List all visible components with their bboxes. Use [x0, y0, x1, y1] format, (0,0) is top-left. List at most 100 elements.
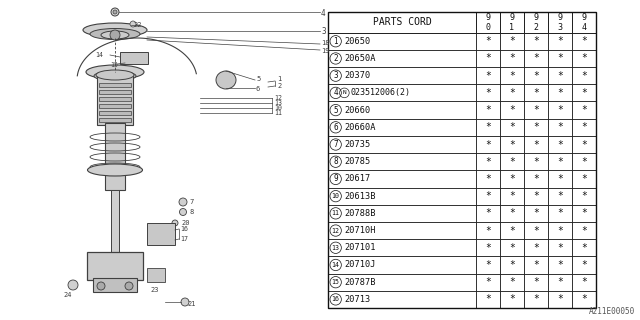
- Text: *: *: [509, 191, 515, 201]
- Bar: [572, 188, 596, 205]
- Bar: [328, 136, 476, 153]
- Text: *: *: [557, 243, 563, 253]
- Text: 20710J: 20710J: [344, 260, 376, 269]
- Bar: [328, 50, 476, 67]
- Bar: [500, 67, 524, 84]
- Circle shape: [111, 8, 119, 16]
- Bar: [524, 12, 548, 33]
- Ellipse shape: [90, 28, 140, 39]
- Text: *: *: [485, 140, 491, 149]
- Text: 9: 9: [333, 174, 338, 183]
- Text: *: *: [485, 36, 491, 46]
- Text: 12: 12: [332, 228, 340, 234]
- Text: *: *: [485, 105, 491, 115]
- Bar: [500, 239, 524, 256]
- Text: *: *: [485, 277, 491, 287]
- Text: *: *: [581, 277, 587, 287]
- Text: *: *: [485, 260, 491, 270]
- Bar: [548, 67, 572, 84]
- Text: *: *: [485, 174, 491, 184]
- Text: *: *: [533, 277, 539, 287]
- Text: *: *: [509, 71, 515, 81]
- Bar: [328, 153, 476, 170]
- Text: 20: 20: [181, 220, 189, 226]
- Text: *: *: [509, 260, 515, 270]
- Text: 20650A: 20650A: [344, 54, 376, 63]
- Text: *: *: [509, 140, 515, 149]
- Bar: [476, 274, 500, 291]
- Ellipse shape: [83, 23, 147, 37]
- Bar: [572, 256, 596, 274]
- Bar: [572, 239, 596, 256]
- Text: *: *: [557, 105, 563, 115]
- Bar: [328, 119, 476, 136]
- Text: *: *: [557, 88, 563, 98]
- Bar: [548, 291, 572, 308]
- Bar: [572, 222, 596, 239]
- Bar: [99, 97, 131, 101]
- Bar: [572, 33, 596, 50]
- Text: *: *: [533, 174, 539, 184]
- Bar: [328, 274, 476, 291]
- Text: 9
1: 9 1: [509, 12, 515, 32]
- Bar: [120, 52, 148, 64]
- Text: 18: 18: [321, 40, 330, 46]
- Text: 24: 24: [63, 292, 72, 298]
- Text: 8: 8: [189, 209, 193, 215]
- Text: *: *: [485, 191, 491, 201]
- Bar: [572, 291, 596, 308]
- Circle shape: [113, 10, 117, 14]
- Bar: [572, 50, 596, 67]
- Bar: [548, 274, 572, 291]
- Bar: [328, 33, 476, 50]
- Bar: [93, 278, 137, 292]
- Text: *: *: [557, 174, 563, 184]
- Circle shape: [68, 280, 78, 290]
- Bar: [500, 33, 524, 50]
- Text: *: *: [557, 71, 563, 81]
- Bar: [87, 252, 143, 280]
- Text: *: *: [581, 243, 587, 253]
- Text: *: *: [533, 88, 539, 98]
- Text: 20788B: 20788B: [344, 209, 376, 218]
- Bar: [524, 188, 548, 205]
- Text: *: *: [557, 294, 563, 304]
- Text: 20617: 20617: [344, 174, 371, 183]
- Text: *: *: [533, 71, 539, 81]
- Bar: [548, 205, 572, 222]
- Bar: [524, 170, 548, 188]
- Text: *: *: [485, 88, 491, 98]
- Bar: [548, 239, 572, 256]
- Text: 16: 16: [332, 296, 340, 302]
- Bar: [572, 153, 596, 170]
- Bar: [548, 119, 572, 136]
- Text: *: *: [509, 294, 515, 304]
- Bar: [476, 239, 500, 256]
- Text: 1: 1: [333, 37, 338, 46]
- Text: 20650: 20650: [344, 37, 371, 46]
- Bar: [476, 222, 500, 239]
- Text: *: *: [509, 36, 515, 46]
- Text: N: N: [342, 90, 346, 95]
- Bar: [548, 256, 572, 274]
- Text: *: *: [581, 294, 587, 304]
- Text: 20735: 20735: [344, 140, 371, 149]
- Bar: [476, 67, 500, 84]
- Text: 10: 10: [332, 193, 340, 199]
- Bar: [500, 256, 524, 274]
- Text: *: *: [533, 122, 539, 132]
- Text: *: *: [581, 208, 587, 218]
- Bar: [328, 101, 476, 119]
- Bar: [500, 84, 524, 101]
- Text: *: *: [509, 226, 515, 236]
- Text: *: *: [557, 226, 563, 236]
- Bar: [328, 239, 476, 256]
- Ellipse shape: [96, 70, 134, 80]
- Bar: [147, 223, 175, 245]
- Text: *: *: [581, 157, 587, 167]
- Bar: [328, 256, 476, 274]
- Text: *: *: [581, 88, 587, 98]
- Text: *: *: [557, 122, 563, 132]
- Text: *: *: [509, 208, 515, 218]
- Bar: [524, 256, 548, 274]
